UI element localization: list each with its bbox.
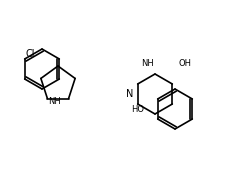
Text: NH: NH (49, 96, 61, 105)
Text: Cl: Cl (25, 49, 35, 59)
Text: N: N (126, 89, 133, 99)
Text: OH: OH (178, 59, 191, 68)
Text: HO: HO (131, 104, 144, 114)
Text: NH: NH (141, 59, 154, 68)
